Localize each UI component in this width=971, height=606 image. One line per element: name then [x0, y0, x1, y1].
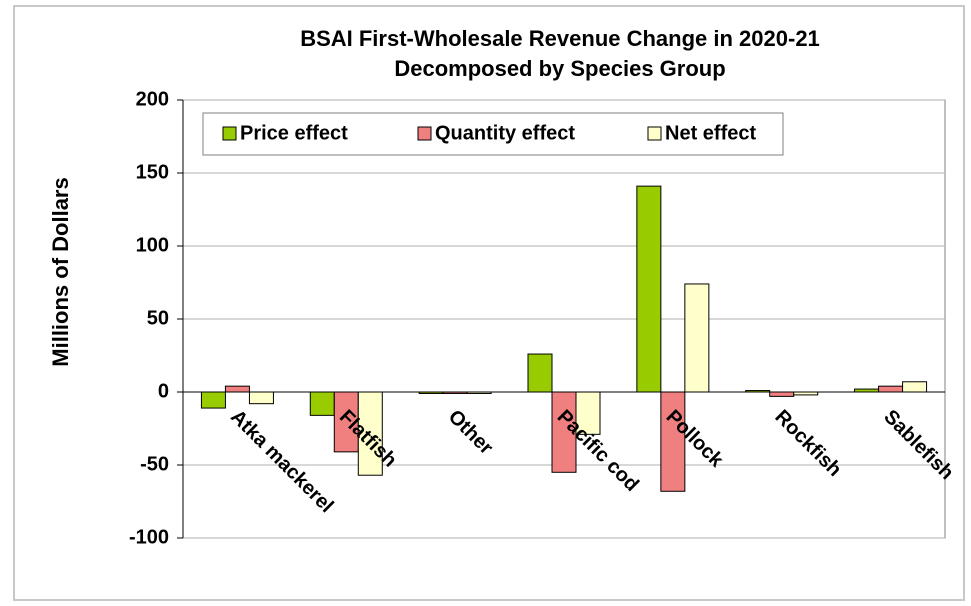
bar: [769, 391, 795, 397]
bar: [684, 283, 710, 393]
legend: [202, 112, 784, 156]
bar: [248, 391, 274, 405]
legend-swatch: [222, 126, 237, 141]
bar: [309, 391, 335, 416]
bar: [636, 185, 662, 393]
chart-title: Decomposed by Species Group: [394, 56, 725, 81]
y-tick-label: -100: [129, 526, 169, 548]
chart-title: BSAI First-Wholesale Revenue Change in 2…: [300, 26, 820, 51]
legend-label: Net effect: [665, 122, 756, 144]
legend-label: Quantity effect: [435, 122, 575, 144]
legend-label: Price effect: [240, 122, 348, 144]
bar: [224, 385, 250, 393]
bar: [902, 381, 928, 393]
bar: [660, 391, 686, 492]
bar: [527, 353, 553, 393]
legend-swatch: [417, 126, 432, 141]
y-tick-label: 100: [136, 234, 169, 256]
bar: [878, 385, 904, 393]
y-tick-label: 50: [147, 307, 169, 329]
y-tick-label: 0: [158, 380, 169, 402]
y-tick-label: 200: [136, 88, 169, 110]
bar: [200, 391, 226, 409]
bar: [333, 391, 359, 453]
y-tick-label: 150: [136, 161, 169, 183]
legend-swatch: [647, 126, 662, 141]
y-tick-label: -50: [140, 453, 169, 475]
y-axis-label: Millions of Dollars: [48, 177, 73, 366]
bar: [575, 391, 601, 435]
bar: [357, 391, 383, 476]
